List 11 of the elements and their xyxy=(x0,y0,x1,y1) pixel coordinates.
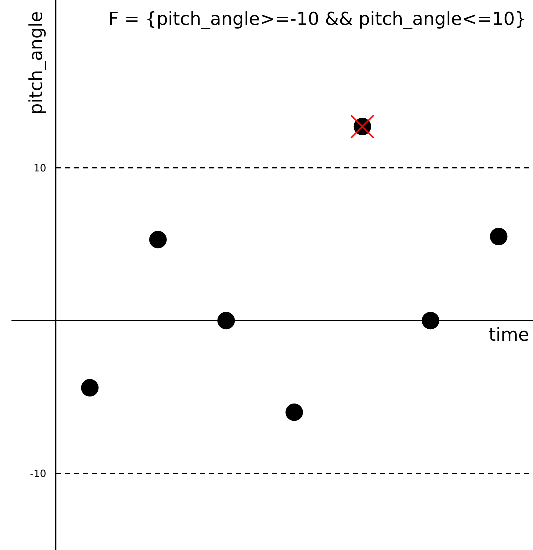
point xyxy=(286,404,304,422)
point xyxy=(218,312,236,330)
point xyxy=(149,231,167,249)
point xyxy=(490,228,508,246)
x-axis-title: time xyxy=(489,327,529,342)
text: F = {pitch_angle>=-10 && pitch_angle<=10} xyxy=(110,12,524,30)
point xyxy=(81,379,99,397)
point xyxy=(422,312,440,330)
y-tick-label: 10 xyxy=(34,164,46,172)
y-tick-label: -10 xyxy=(30,470,46,478)
y-axis-title: pitch_angle xyxy=(28,12,46,114)
